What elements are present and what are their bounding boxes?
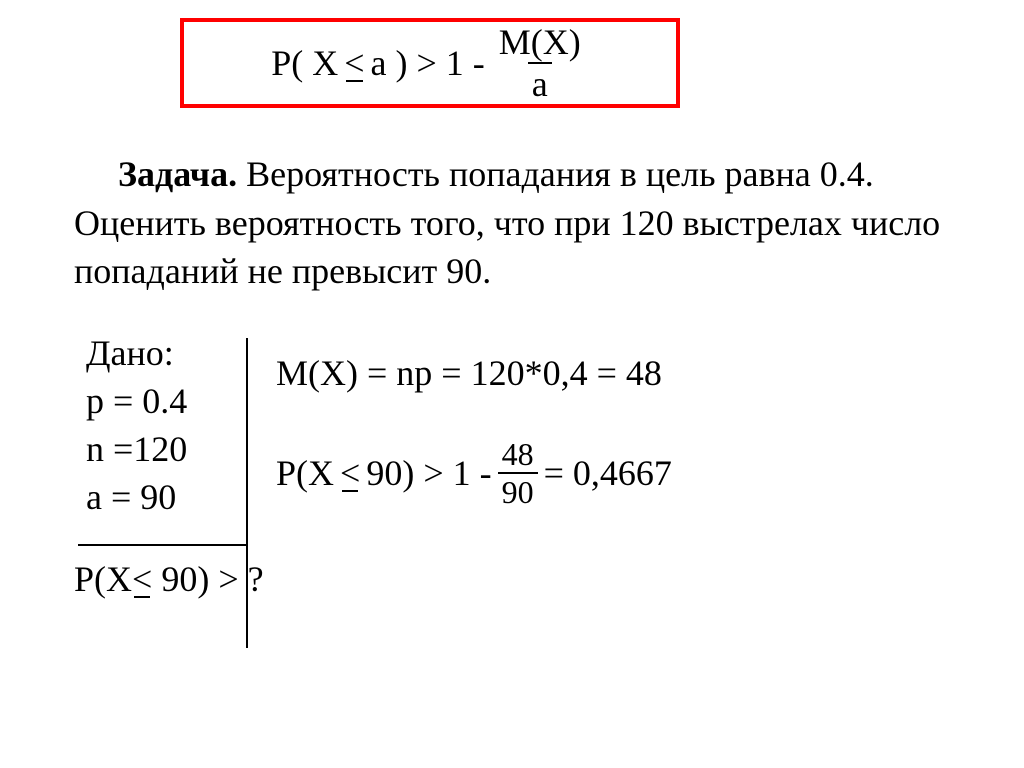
page: P( X < a ) > 1 - M(X) a Задача. Вероятно…: [0, 0, 1024, 768]
formula-fraction: M(X) a: [495, 24, 585, 102]
find-post: 90) > ?: [152, 559, 263, 599]
problem-label: Задача.: [118, 154, 237, 194]
markov-inequality-formula: P( X < a ) > 1 - M(X) a: [271, 24, 589, 102]
given-title: Дано:: [86, 332, 246, 374]
formula-frac-num: M(X): [495, 24, 585, 62]
given-line-n: n =120: [86, 428, 246, 470]
problem-statement: Задача. Вероятность попадания в цель рав…: [74, 150, 954, 296]
calc-le-sign: <: [340, 452, 360, 494]
formula-mid: a ) > 1 -: [371, 42, 485, 84]
given-column: Дано: p = 0.4 n =120 a = 90: [86, 332, 246, 524]
calc-fraction: 48 90: [498, 438, 538, 508]
calc-frac-den: 90: [498, 472, 538, 508]
markov-inequality-box: P( X < a ) > 1 - M(X) a: [180, 18, 680, 108]
given-line-a: a = 90: [86, 476, 246, 518]
vertical-divider: [246, 338, 248, 648]
calc-mid: 90) > 1 -: [366, 452, 491, 494]
le-sign: <: [344, 42, 364, 84]
horizontal-divider: [78, 544, 246, 546]
calc-pre: P(X: [276, 452, 334, 494]
formula-frac-den: a: [528, 62, 552, 102]
find-le-sign: <: [132, 558, 152, 600]
calc-probability: P(X < 90) > 1 - 48 90 = 0,4667: [276, 438, 672, 508]
find-expression: P(X< 90) > ?: [74, 558, 264, 600]
calc-post: = 0,4667: [544, 452, 672, 494]
calc-frac-num: 48: [498, 438, 538, 472]
calc-mx: M(X) = np = 120*0,4 = 48: [276, 352, 662, 394]
formula-lhs: P( X: [271, 42, 338, 84]
find-pre: P(X: [74, 559, 132, 599]
given-line-p: p = 0.4: [86, 380, 246, 422]
